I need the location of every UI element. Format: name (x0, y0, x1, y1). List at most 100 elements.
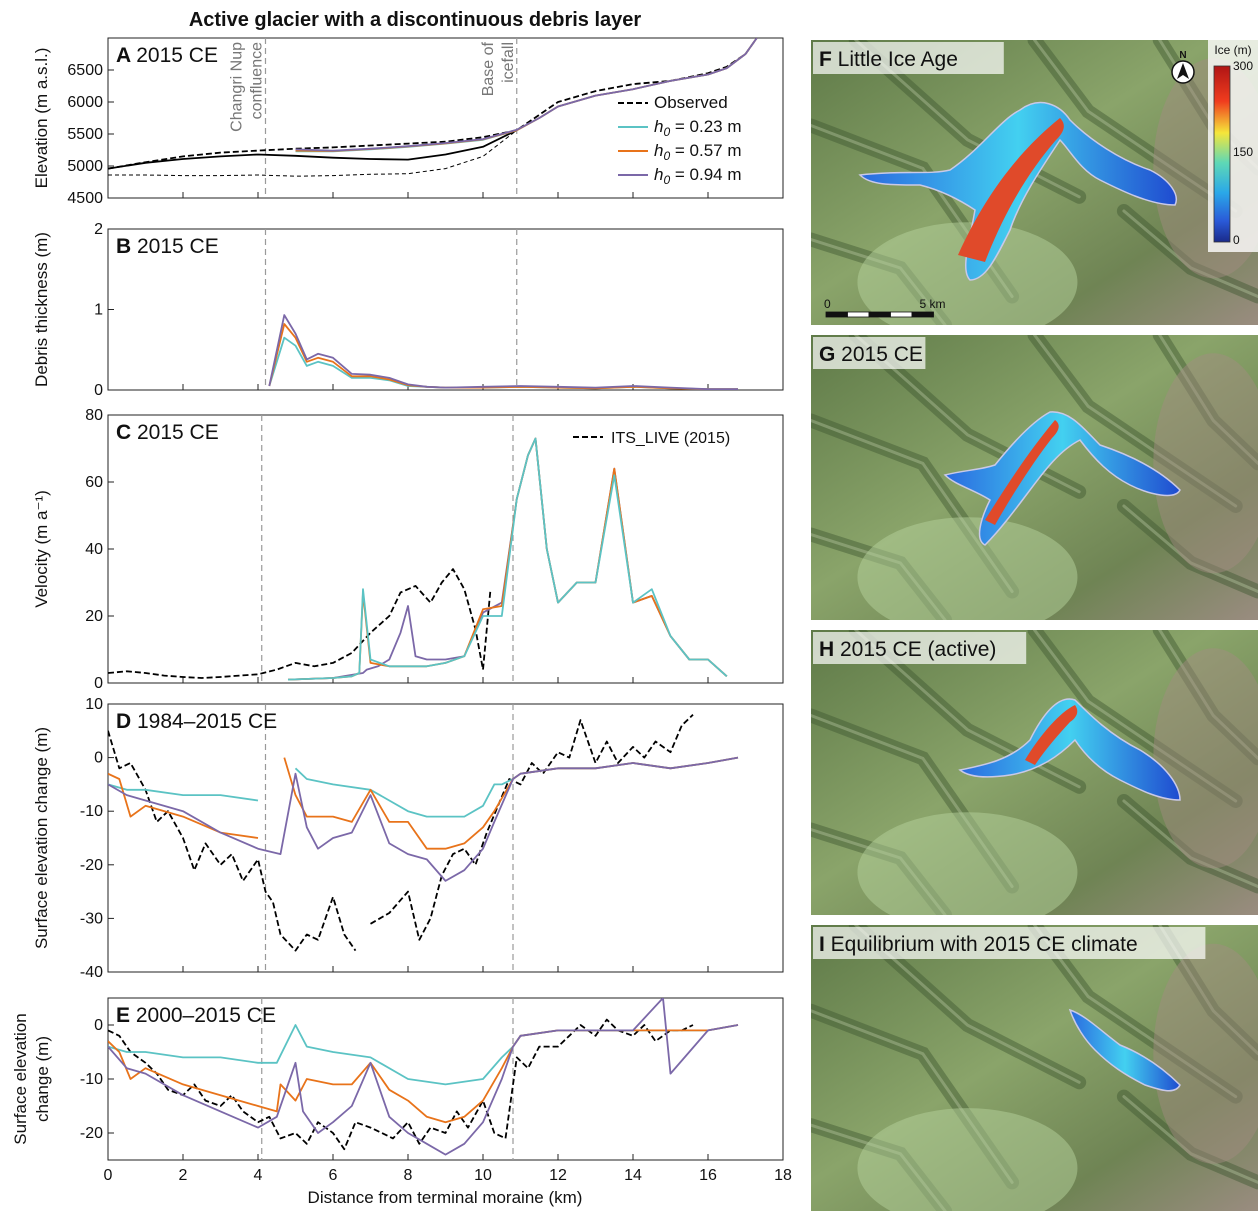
y-axis-label: Debris thickness (m) (32, 232, 51, 387)
y-tick-label: 5500 (67, 126, 103, 143)
series-line-h0-0-94-m (108, 756, 739, 882)
glacier-thick-ice (958, 118, 1064, 262)
map-title: I Equilibrium with 2015 CE climate (819, 933, 1138, 956)
y-tick-label: 60 (85, 474, 103, 491)
x-tick-label: 12 (549, 1167, 567, 1184)
valley-floor (857, 517, 1078, 620)
plot-frame (107, 37, 784, 199)
y-tick-label: -30 (80, 910, 103, 927)
glacier-thick-ice (985, 420, 1059, 525)
series-line-h0-0-94-m (287, 437, 728, 681)
x-tick-label: 14 (624, 1167, 642, 1184)
terrain-ridge (1116, 499, 1258, 599)
x-tick-label: 18 (774, 1167, 792, 1184)
terrain-highlight (1158, 630, 1258, 760)
x-tick-label: 2 (179, 1167, 188, 1184)
plot-frame (107, 703, 784, 973)
y-tick-label: 4500 (67, 190, 103, 207)
vline-annotation: Base of (480, 41, 497, 96)
terrain-ridge (1152, 630, 1258, 766)
series-group (108, 437, 728, 681)
y-tick-label: 5000 (67, 158, 103, 175)
series-line-h0-0-23-m (108, 756, 739, 818)
x-tick-label: 10 (474, 1167, 492, 1184)
y-axis-label: Elevation (m a.s.l.) (32, 48, 51, 189)
glacier-ice (943, 411, 1181, 546)
glacier-thick-ice (1025, 705, 1078, 765)
colorbar-tick-label: 0 (1233, 233, 1240, 247)
series-line-its-live-2015- (108, 568, 492, 679)
panel-title: A 2015 CE (116, 44, 218, 67)
scale-bar-label-end: 5 km (920, 297, 946, 311)
series-line-h0-0-57-m (108, 1024, 739, 1124)
colorbar-tick-label: 150 (1233, 145, 1253, 159)
map-panel-h: H 2015 CE (active) (811, 630, 1258, 915)
map-title: G 2015 CE (819, 343, 923, 366)
series-line-h0-0-23-m (287, 437, 728, 681)
x-tick-label: 16 (699, 1167, 717, 1184)
glacier-ice (1068, 1008, 1181, 1092)
plot-frame (107, 414, 784, 684)
colorbar (1213, 65, 1231, 243)
scale-bar-label-start: 0 (824, 297, 831, 311)
y-tick-label: -10 (80, 803, 103, 820)
north-arrow-pointer (1177, 63, 1189, 79)
series-line-observed (108, 1018, 694, 1151)
series-line-h0-0-94-m (108, 998, 739, 1156)
legend-label: h0 = 0.94 m (654, 165, 742, 187)
panel-title: C 2015 CE (116, 421, 219, 444)
x-axis-label: Distance from terminal moraine (km) (308, 1188, 583, 1207)
terrain-ridge (1027, 40, 1243, 218)
terrain-ridge (1027, 335, 1243, 513)
valley-floor (857, 1108, 1078, 1211)
series-line-h0-0-94-m (295, 38, 758, 152)
y-tick-label: -10 (80, 1071, 103, 1088)
valley-floor (857, 812, 1078, 915)
panel-e: -20 -10 0 0 2 4 6 8 10 12 14 16 18 E 2000–2015 CE Surf… (11, 997, 792, 1184)
colorbar-tick-label: 300 (1233, 59, 1253, 73)
panel-title: D 1984–2015 CE (116, 710, 277, 733)
terrain-ridge (1027, 630, 1243, 808)
legend-label: h0 = 0.57 m (654, 141, 742, 163)
vline-annotation: confluence (249, 42, 266, 119)
x-tick-label: 6 (329, 1167, 338, 1184)
y-tick-label: 80 (85, 407, 103, 424)
y-tick-label: 1 (94, 302, 103, 319)
map-title-box (813, 927, 1206, 959)
map-title-box (813, 632, 1027, 664)
figure-title: Active glacier with a discontinuous debr… (189, 9, 642, 31)
map-title-box (813, 42, 1004, 74)
terrain-highlight (1122, 209, 1258, 298)
x-tick-label: 0 (104, 1167, 113, 1184)
y-tick-label: 0 (94, 675, 103, 692)
legend-label: Observed (654, 93, 728, 112)
series-line-h0-0-57-m (268, 323, 738, 390)
north-label: N (1179, 50, 1186, 61)
terrain-highlight (1122, 799, 1258, 888)
y-tick-label: -20 (80, 1125, 103, 1142)
y-tick-label: 40 (85, 541, 103, 558)
terrain-ridge (1116, 1089, 1258, 1190)
y-tick-label: 0 (94, 382, 103, 399)
panel-a: 4500 5000 5500 6000 6500 A 2015 CE Elevation (… (32, 37, 784, 207)
y-tick-label: 0 (94, 1017, 103, 1034)
colorbar-title: Ice (m) (1214, 43, 1251, 57)
series-group (108, 38, 758, 177)
series-line-profile (108, 129, 518, 177)
y-axis-label: Surface elevation change (m) (32, 727, 51, 949)
x-tick-label: 4 (254, 1167, 263, 1184)
scale-bar-segment (890, 311, 913, 318)
map-title: H 2015 CE (active) (819, 638, 996, 661)
series-group (268, 314, 738, 390)
panel-b: 0 1 2 B 2015 CE Debris thickness (m) (32, 221, 784, 399)
panel-d: -40 -30 -20 -10 0 10 D 1984–2015 CE Surface ele… (32, 696, 784, 981)
scale-bar-segment (847, 311, 870, 318)
legend-label: ITS_LIVE (2015) (611, 430, 730, 447)
x-tick-label: 8 (404, 1167, 413, 1184)
map-panel-f: F Little Ice Age Ice (m) 300 150 0 N 0 5 km (811, 40, 1258, 325)
y-axis-label: Velocity (m a⁻¹) (32, 490, 51, 608)
map-panel-g: G 2015 CE (811, 335, 1258, 620)
y-tick-label: 6000 (67, 94, 103, 111)
vline-annotation: icefall (500, 42, 517, 83)
